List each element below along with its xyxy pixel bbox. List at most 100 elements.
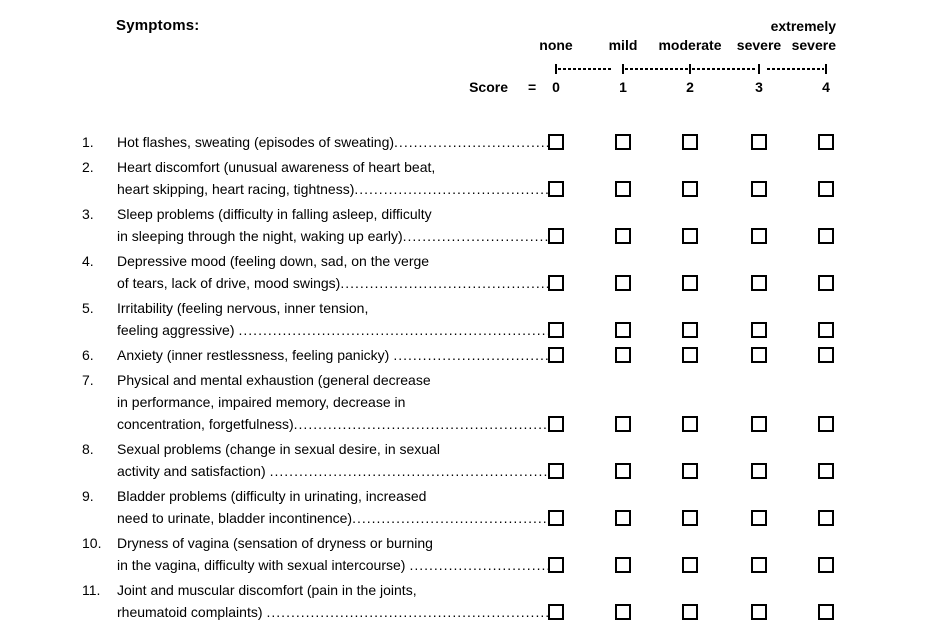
checkbox-item7-score2[interactable] [682, 415, 698, 432]
checkbox-item4-score0[interactable] [548, 274, 564, 291]
checkbox-item2-score2[interactable] [682, 180, 698, 197]
checkbox-item1-score1[interactable] [615, 133, 631, 150]
checkbox-item9-score2[interactable] [682, 509, 698, 526]
checkbox-item1-score4[interactable] [818, 133, 834, 150]
checkbox-item3-score4[interactable] [818, 227, 834, 244]
checkbox-item6-score4[interactable] [818, 346, 834, 363]
dotted-leader: ........................................… [340, 275, 548, 291]
checkbox-item1-score3[interactable] [751, 133, 767, 150]
column-header-severe: severe [736, 37, 782, 53]
rating-checkbox-row [0, 556, 939, 573]
checkbox-item10-score0[interactable] [548, 556, 564, 573]
checkbox-item11-score2[interactable] [682, 603, 698, 620]
rating-checkbox-row [0, 509, 939, 526]
item-text: need to urinate, bladder incontinence) [117, 510, 353, 526]
checkbox-item3-score1[interactable] [615, 227, 631, 244]
checkbox-item3-score0[interactable] [548, 227, 564, 244]
scale-tick [689, 64, 691, 74]
rating-checkbox-row [0, 133, 939, 150]
symptom-item-2: 2. Heart discomfort (unusual awareness of… [0, 156, 939, 200]
symptom-item-4: 4. Depressive mood (feeling down, sad, on… [0, 250, 939, 294]
dotted-leader: ........................................… [354, 181, 548, 197]
checkbox-item10-score4[interactable] [818, 556, 834, 573]
column-header-none: none [539, 37, 573, 53]
symptom-item-1: 1. Hot flashes, sweating (episodes of swe… [0, 131, 939, 153]
item-text: of tears, lack of drive, mood swings) [117, 275, 341, 291]
symptom-item-10: 10. Dryness of vagina (sensation of dryne… [0, 532, 939, 576]
symptom-items-list: 1. Hot flashes, sweating (episodes of swe… [0, 131, 939, 626]
checkbox-item8-score0[interactable] [548, 462, 564, 479]
checkbox-item5-score1[interactable] [615, 321, 631, 338]
dotted-leader: ........................................… [402, 228, 548, 244]
item-text: in the vagina, difficulty with sexual in… [117, 557, 406, 573]
checkbox-item1-score2[interactable] [682, 133, 698, 150]
column-header-moderate: moderate [658, 37, 722, 53]
item-text: feeling aggressive) [117, 322, 235, 338]
checkbox-item11-score1[interactable] [615, 603, 631, 620]
dotted-leader: ........................................… [266, 604, 548, 620]
checkbox-item3-score3[interactable] [751, 227, 767, 244]
checkbox-item6-score3[interactable] [751, 346, 767, 363]
checkbox-item10-score3[interactable] [751, 556, 767, 573]
checkbox-item4-score4[interactable] [818, 274, 834, 291]
checkbox-item5-score2[interactable] [682, 321, 698, 338]
item-text: Hot flashes, sweating (episodes of sweat… [117, 134, 395, 150]
checkbox-item4-score3[interactable] [751, 274, 767, 291]
checkbox-item6-score2[interactable] [682, 346, 698, 363]
rating-checkbox-row [0, 346, 939, 363]
checkbox-item7-score3[interactable] [751, 415, 767, 432]
item-text: Physical and mental exhaustion (general … [117, 372, 431, 388]
checkbox-item9-score3[interactable] [751, 509, 767, 526]
checkbox-item10-score1[interactable] [615, 556, 631, 573]
item-number: 10. [82, 535, 102, 551]
scale-tick [622, 64, 624, 74]
rating-checkbox-row [0, 415, 939, 432]
checkbox-item8-score1[interactable] [615, 462, 631, 479]
checkbox-item5-score3[interactable] [751, 321, 767, 338]
item-text: Dryness of vagina (sensation of dryness … [117, 535, 433, 551]
checkbox-item7-score1[interactable] [615, 415, 631, 432]
item-text: activity and satisfaction) [117, 463, 266, 479]
checkbox-item6-score1[interactable] [615, 346, 631, 363]
checkbox-item5-score0[interactable] [548, 321, 564, 338]
checkbox-item2-score3[interactable] [751, 180, 767, 197]
scale-dash-segment [767, 68, 824, 70]
symptom-item-8: 8. Sexual problems (change in sexual desi… [0, 438, 939, 482]
checkbox-item8-score3[interactable] [751, 462, 767, 479]
checkbox-item9-score0[interactable] [548, 509, 564, 526]
score-value-3: 3 [755, 79, 763, 95]
checkbox-item4-score2[interactable] [682, 274, 698, 291]
checkbox-item8-score4[interactable] [818, 462, 834, 479]
checkbox-item11-score4[interactable] [818, 603, 834, 620]
checkbox-item5-score4[interactable] [818, 321, 834, 338]
checkbox-item4-score1[interactable] [615, 274, 631, 291]
checkbox-item6-score0[interactable] [548, 346, 564, 363]
dotted-leader: ........................................… [393, 347, 548, 363]
item-text: heart skipping, heart racing, tightness) [117, 181, 355, 197]
checkbox-item9-score1[interactable] [615, 509, 631, 526]
rating-checkbox-row [0, 321, 939, 338]
checkbox-item3-score2[interactable] [682, 227, 698, 244]
checkbox-item2-score1[interactable] [615, 180, 631, 197]
item-number: 7. [82, 372, 94, 388]
item-number: 6. [82, 347, 94, 363]
checkbox-item2-score0[interactable] [548, 180, 564, 197]
item-number: 3. [82, 206, 94, 222]
checkbox-item11-score0[interactable] [548, 603, 564, 620]
checkbox-item1-score0[interactable] [548, 133, 564, 150]
checkbox-item7-score4[interactable] [818, 415, 834, 432]
item-number: 9. [82, 488, 94, 504]
item-number: 5. [82, 300, 94, 316]
checkbox-item2-score4[interactable] [818, 180, 834, 197]
equals-sign: = [528, 79, 537, 95]
item-text: Sleep problems (difficulty in falling as… [117, 206, 432, 222]
item-text: in sleeping through the night, waking up… [117, 228, 403, 244]
dotted-leader: ........................................… [409, 557, 548, 573]
dotted-leader: ........................................… [269, 463, 548, 479]
checkbox-item9-score4[interactable] [818, 509, 834, 526]
checkbox-item7-score0[interactable] [548, 415, 564, 432]
checkbox-item8-score2[interactable] [682, 462, 698, 479]
checkbox-item10-score2[interactable] [682, 556, 698, 573]
checkbox-item11-score3[interactable] [751, 603, 767, 620]
item-text: Sexual problems (change in sexual desire… [117, 441, 440, 457]
